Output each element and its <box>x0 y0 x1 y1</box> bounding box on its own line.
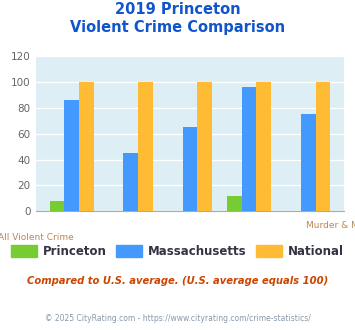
Text: © 2025 CityRating.com - https://www.cityrating.com/crime-statistics/: © 2025 CityRating.com - https://www.city… <box>45 314 310 323</box>
Bar <box>64 100 79 211</box>
Text: Compared to U.S. average. (U.S. average equals 100): Compared to U.S. average. (U.S. average … <box>27 276 328 285</box>
Text: Violent Crime Comparison: Violent Crime Comparison <box>70 20 285 35</box>
Bar <box>301 114 316 211</box>
Bar <box>197 82 212 211</box>
Bar <box>138 82 153 211</box>
Text: 2019 Princeton: 2019 Princeton <box>115 2 240 16</box>
Bar <box>182 127 197 211</box>
Legend: Princeton, Massachusetts, National: Princeton, Massachusetts, National <box>6 240 349 263</box>
Bar <box>227 196 242 211</box>
Bar <box>316 82 330 211</box>
Bar <box>124 153 138 211</box>
Text: All Violent Crime: All Violent Crime <box>0 233 73 242</box>
Bar <box>256 82 271 211</box>
Text: Murder & Mans...: Murder & Mans... <box>306 220 355 229</box>
Bar <box>79 82 94 211</box>
Bar <box>50 201 64 211</box>
Bar <box>242 87 256 211</box>
